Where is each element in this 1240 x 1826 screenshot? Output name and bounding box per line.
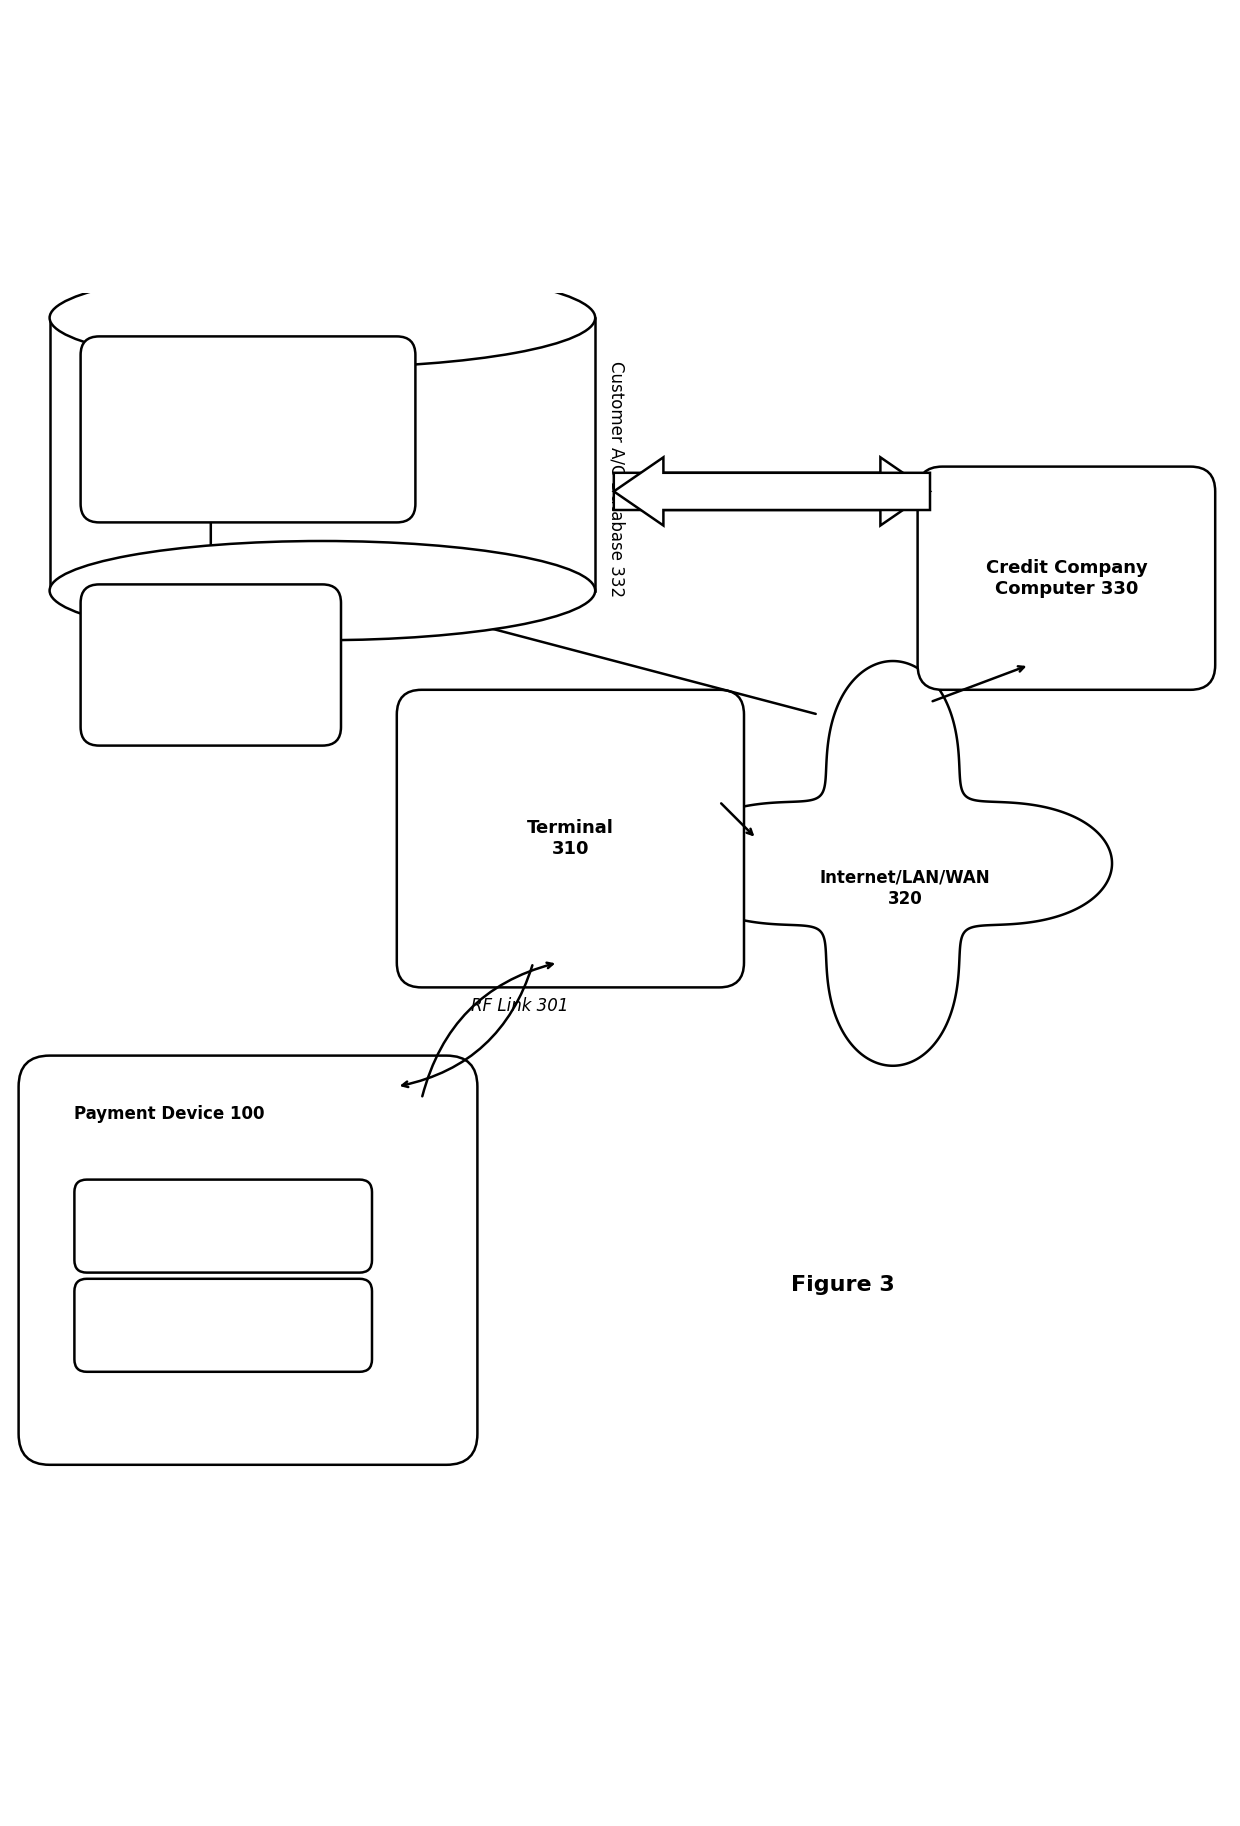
Ellipse shape [50,268,595,367]
Text: Payment Device 100: Payment Device 100 [74,1105,265,1123]
Ellipse shape [50,540,595,641]
Text: Credit Company
Computer 330: Credit Company Computer 330 [986,559,1147,597]
Text: Terminal
310: Terminal 310 [527,820,614,858]
Text: Keys 111: Keys 111 [185,1218,262,1234]
FancyBboxPatch shape [74,1180,372,1273]
FancyBboxPatch shape [81,336,415,522]
Text: Identifiers 112: Identifiers 112 [162,1317,284,1335]
Bar [50,318,595,590]
Text: Internet/LAN/WAN
320: Internet/LAN/WAN 320 [820,869,991,908]
Text: RF Link 301: RF Link 301 [471,997,569,1015]
Text: Figure 3: Figure 3 [791,1275,895,1295]
PathPatch shape [673,661,1112,1066]
FancyBboxPatch shape [81,584,341,745]
Text: Customer
Account
Records
336: Customer Account Records 336 [207,396,289,464]
FancyBboxPatch shape [397,690,744,988]
Text: Customer A/C Database 332: Customer A/C Database 332 [608,362,626,597]
FancyBboxPatch shape [918,467,1215,690]
Polygon shape [614,456,930,526]
FancyBboxPatch shape [74,1278,372,1371]
FancyBboxPatch shape [19,1055,477,1464]
Polygon shape [614,456,930,526]
Text: Identifier
Index
334: Identifier Index 334 [171,641,250,690]
